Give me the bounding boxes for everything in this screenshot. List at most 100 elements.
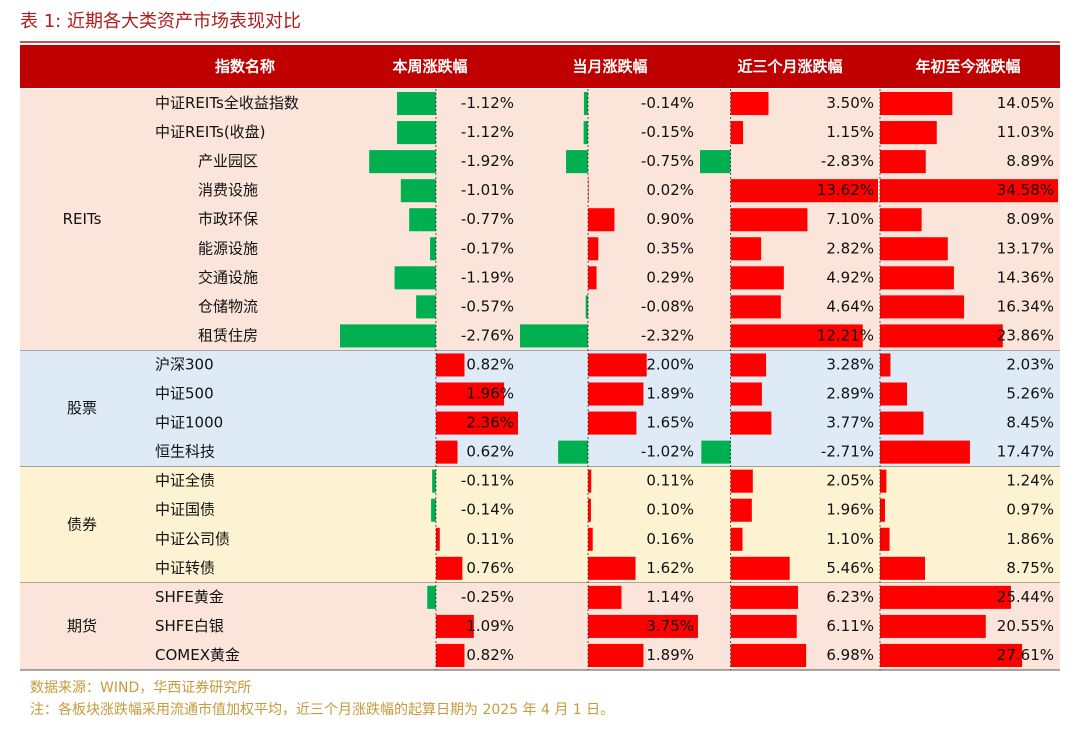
- data-bar: [588, 382, 644, 406]
- data-bar: [435, 614, 474, 638]
- row-name: 能源设施: [198, 239, 258, 257]
- data-bar: [730, 324, 863, 348]
- value-cell: 2.05%: [826, 472, 874, 490]
- header-cell: 当月涨跌幅: [572, 58, 647, 76]
- data-bar: [397, 92, 436, 116]
- data-bar: [588, 353, 647, 377]
- data-bar: [520, 324, 589, 348]
- value-cell: 1.09%: [466, 617, 514, 635]
- data-bar: [588, 498, 591, 522]
- value-cell: 1.14%: [646, 588, 694, 606]
- data-bar: [880, 440, 970, 464]
- row-name: 中证转债: [155, 559, 215, 577]
- data-bar: [435, 643, 465, 667]
- data-bar: [880, 324, 1003, 348]
- data-bar: [730, 643, 807, 667]
- row-name: 中证公司债: [155, 530, 230, 548]
- data-bar: [880, 237, 948, 261]
- value-cell: 13.17%: [997, 239, 1054, 257]
- value-cell: 17.47%: [997, 443, 1054, 461]
- value-cell: 1.96%: [466, 385, 514, 403]
- data-bar: [730, 353, 767, 377]
- header-cell: 年初至今涨跌幅: [915, 58, 1020, 76]
- value-cell: -2.32%: [641, 326, 694, 344]
- data-bar: [880, 614, 986, 638]
- data-bar: [730, 585, 799, 609]
- value-cell: -0.15%: [641, 123, 694, 141]
- row-name: 中证国债: [155, 501, 215, 519]
- value-cell: 8.89%: [1006, 152, 1054, 170]
- data-bar: [588, 237, 599, 261]
- value-cell: -0.08%: [641, 297, 694, 315]
- row-name: 中证REITs全收益指数: [155, 94, 299, 112]
- value-cell: 27.61%: [997, 646, 1054, 664]
- value-cell: 2.03%: [1006, 355, 1054, 373]
- data-bar: [431, 498, 436, 522]
- value-cell: 0.11%: [646, 472, 694, 490]
- value-cell: 6.98%: [826, 646, 874, 664]
- value-cell: 1.86%: [1006, 530, 1054, 548]
- value-cell: 4.64%: [826, 297, 874, 315]
- value-cell: -0.14%: [461, 501, 514, 519]
- data-bar: [435, 527, 440, 551]
- footnote: 注：各板块涨跌幅采用流通市值加权平均，近三个月涨跌幅的起算日期为 2025 年 …: [30, 701, 614, 718]
- data-bar: [730, 556, 790, 580]
- row-name: SHFE黄金: [155, 588, 224, 606]
- row-name: 中证全债: [155, 472, 215, 490]
- value-cell: 6.23%: [826, 588, 874, 606]
- value-cell: 6.11%: [826, 617, 874, 635]
- value-cell: 1.15%: [826, 123, 874, 141]
- value-cell: 14.36%: [997, 268, 1054, 286]
- data-bar: [435, 382, 505, 406]
- data-bar: [880, 469, 887, 493]
- row-name: 中证1000: [155, 414, 223, 432]
- data-bar: [880, 179, 1058, 203]
- data-bar: [880, 556, 926, 580]
- data-bar: [588, 614, 698, 638]
- data-bar: [880, 208, 922, 232]
- value-cell: 4.92%: [826, 268, 874, 286]
- value-cell: 34.58%: [997, 181, 1054, 199]
- group-label: REITs: [63, 210, 102, 228]
- row-name: 沪深300: [155, 355, 214, 373]
- data-bar: [558, 440, 589, 464]
- value-cell: 0.62%: [466, 443, 514, 461]
- value-cell: 12.21%: [817, 326, 874, 344]
- header-cell: 本周涨跌幅: [392, 58, 467, 76]
- value-cell: 0.76%: [466, 559, 514, 577]
- data-bar: [880, 266, 954, 290]
- value-cell: 5.46%: [826, 559, 874, 577]
- value-cell: 3.75%: [646, 617, 694, 635]
- data-bar: [880, 498, 885, 522]
- data-bar: [880, 295, 965, 319]
- data-bar: [588, 585, 622, 609]
- value-cell: -0.77%: [461, 210, 514, 228]
- data-bar: [730, 208, 808, 232]
- value-cell: 3.28%: [826, 355, 874, 373]
- value-cell: 14.05%: [997, 94, 1054, 112]
- value-cell: -0.57%: [461, 297, 514, 315]
- footnote: 数据来源：WIND，华西证券研究所: [30, 680, 251, 696]
- data-bar: [730, 179, 878, 203]
- data-bar: [880, 527, 890, 551]
- value-cell: 11.03%: [997, 123, 1054, 141]
- data-bar: [880, 92, 953, 116]
- value-cell: 0.02%: [646, 181, 694, 199]
- row-name: 仓储物流: [198, 297, 258, 315]
- value-cell: -2.76%: [461, 326, 514, 344]
- value-cell: 0.90%: [646, 210, 694, 228]
- value-cell: 8.45%: [1006, 414, 1054, 432]
- value-cell: -1.12%: [461, 94, 514, 112]
- row-name: SHFE白银: [155, 617, 224, 635]
- value-cell: 0.11%: [466, 530, 514, 548]
- value-cell: 0.29%: [646, 268, 694, 286]
- data-bar: [585, 295, 589, 319]
- value-cell: 1.65%: [646, 414, 694, 432]
- value-cell: 13.62%: [817, 181, 874, 199]
- row-name: 产业园区: [198, 152, 258, 170]
- header-band: [20, 45, 1060, 88]
- value-cell: 7.10%: [826, 210, 874, 228]
- data-bar: [880, 353, 891, 377]
- header-cell: 指数名称: [215, 58, 275, 76]
- data-bar: [583, 92, 589, 116]
